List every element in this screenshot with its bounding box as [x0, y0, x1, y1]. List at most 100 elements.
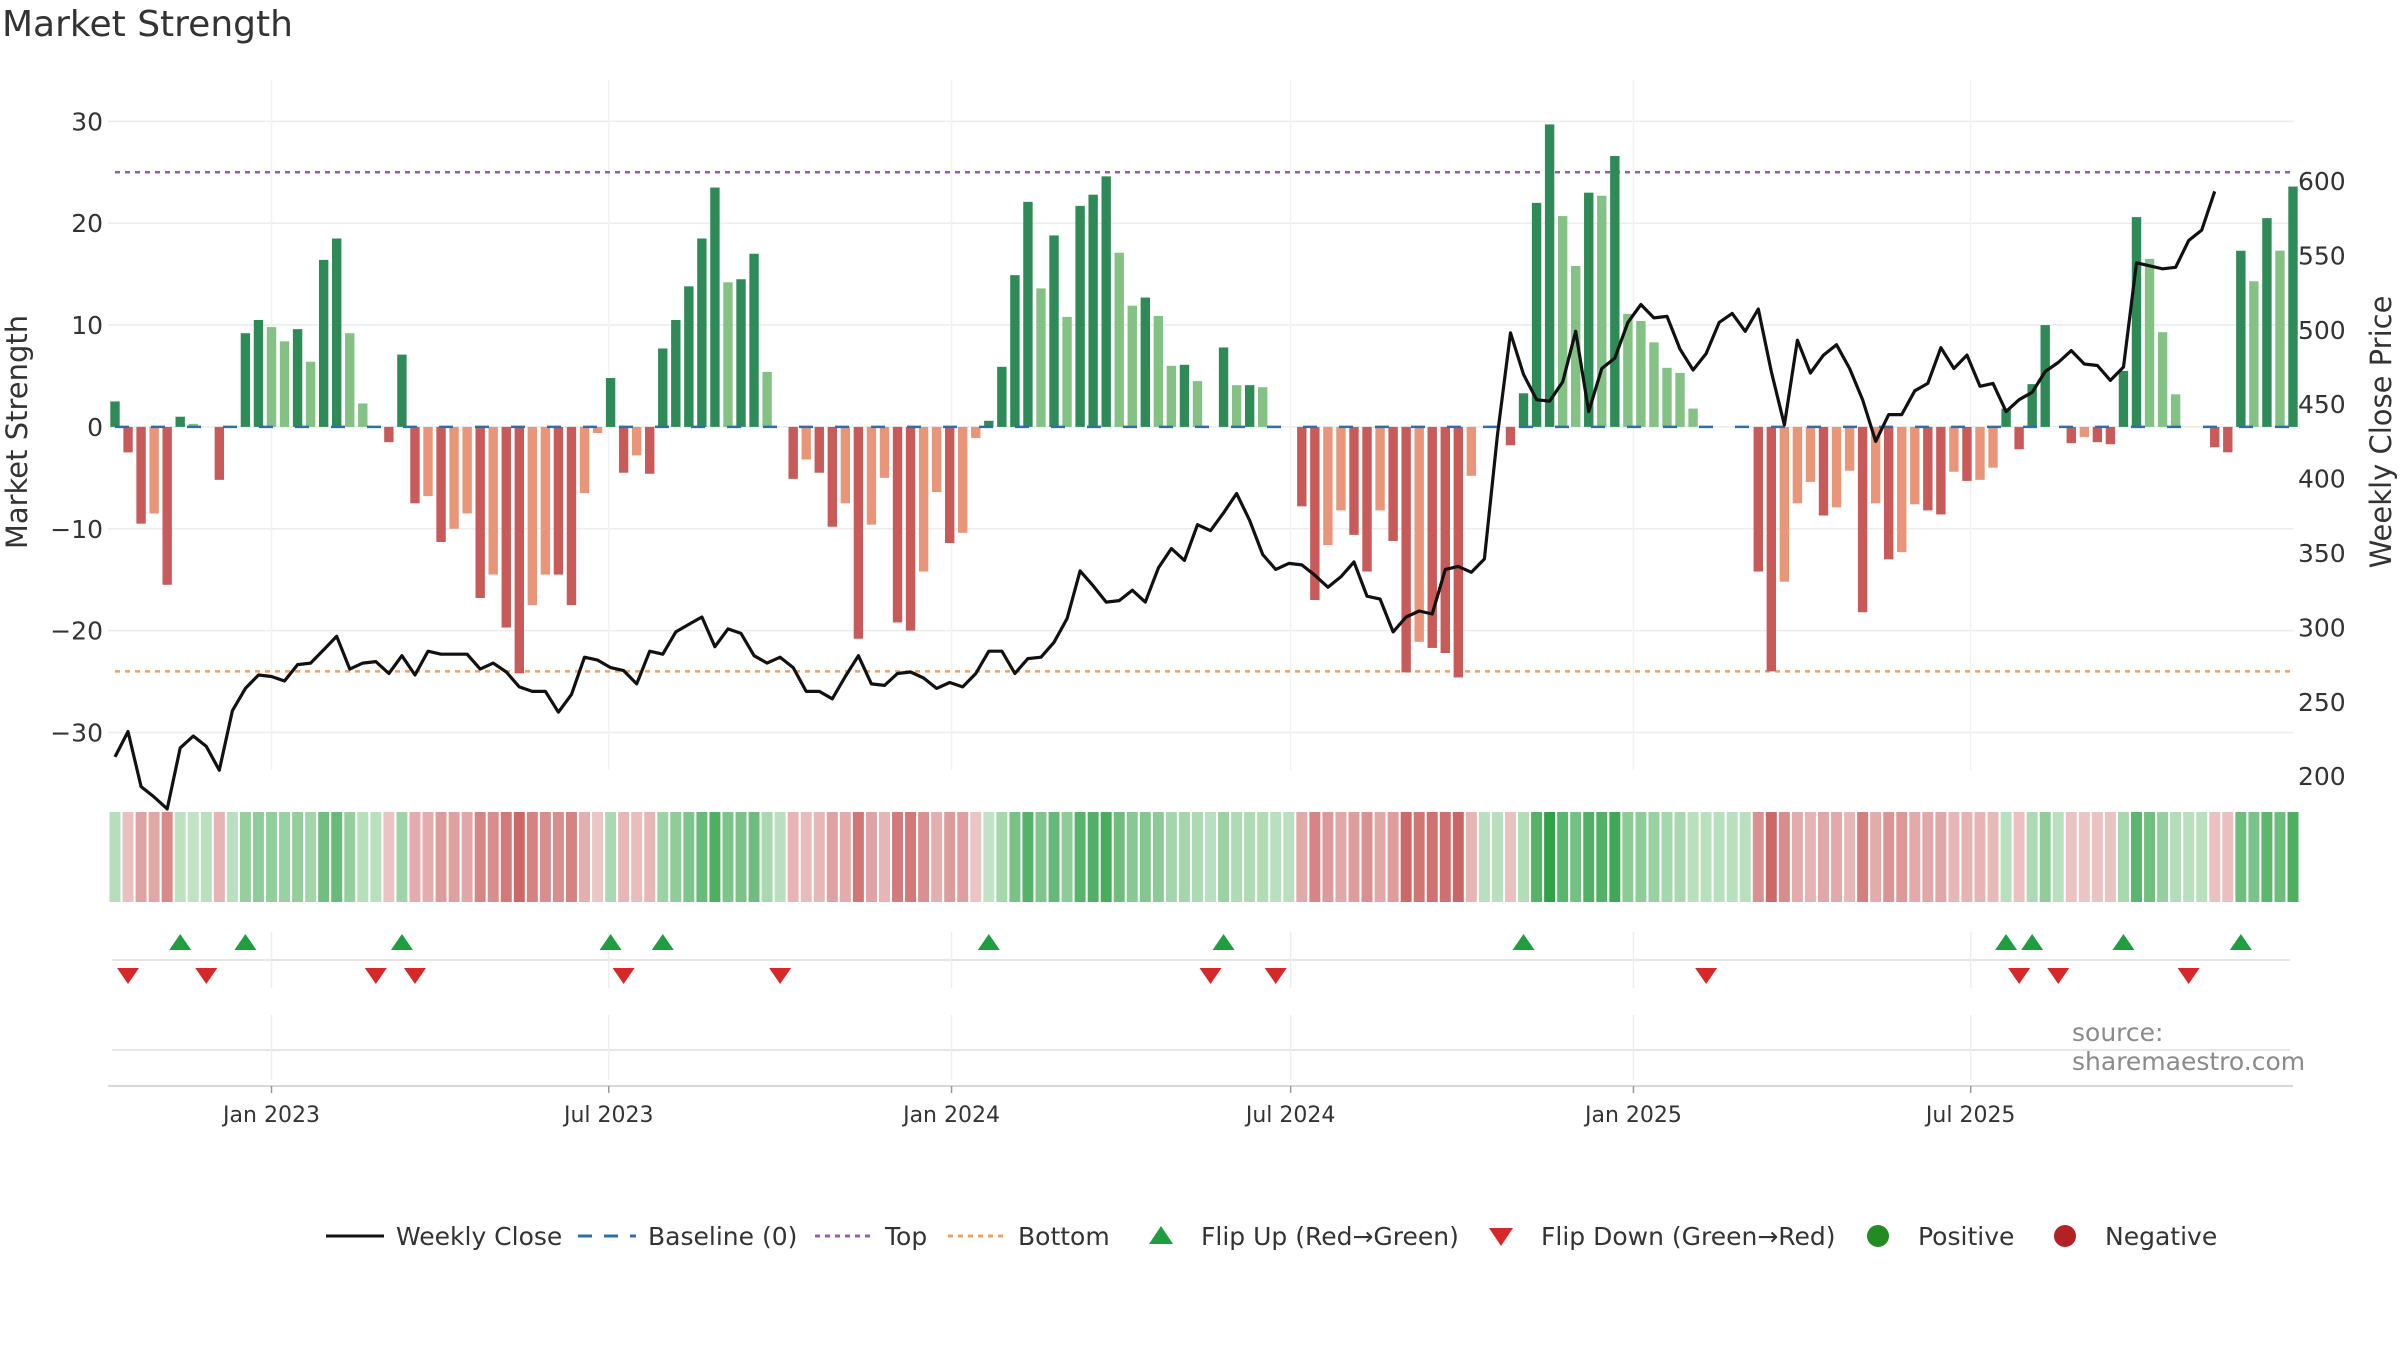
chart-title: Market Strength: [2, 4, 293, 45]
flip-up-marker: [169, 934, 192, 950]
strength-bar: [801, 426, 811, 460]
strength-bar: [2027, 384, 2037, 427]
heat-cell: [1557, 812, 1569, 902]
strength-bar: [2066, 426, 2076, 444]
heat-cell: [1635, 812, 1647, 902]
heat-cell: [1987, 812, 1999, 902]
heat-cell: [644, 812, 656, 902]
heat-cell: [670, 812, 682, 902]
heat-cell: [513, 812, 525, 902]
flip-up-marker: [1995, 934, 2018, 950]
strength-bar: [697, 238, 707, 427]
strength-bar: [305, 361, 316, 427]
strength-bar: [253, 319, 264, 427]
heat-cell: [839, 812, 851, 902]
heat-cell: [787, 812, 799, 902]
heat-cell: [1244, 812, 1256, 902]
strength-bar: [1414, 426, 1424, 642]
strength-bar: [1779, 426, 1790, 582]
heat-cell: [1505, 812, 1516, 902]
heat-cell: [1531, 812, 1543, 902]
grid-layer: [108, 80, 2293, 770]
strength-heat-strip: [109, 812, 2299, 902]
heat-cell: [2117, 812, 2129, 902]
heat-cell: [983, 812, 995, 902]
strength-bar: [358, 403, 368, 427]
y-tick-label: −20: [50, 617, 103, 646]
strength-bar: [1388, 426, 1398, 541]
strength-bar: [1949, 426, 1959, 472]
heat-cell: [1713, 812, 1725, 902]
heat-cell: [1322, 812, 1334, 902]
strength-bar: [1114, 252, 1124, 427]
heat-cell: [122, 812, 134, 902]
heat-cell: [135, 812, 147, 902]
strength-bar: [723, 282, 733, 427]
strength-bar: [1505, 426, 1516, 446]
legend-bottom-label: Bottom: [1018, 1222, 1110, 1251]
strength-bar: [1753, 426, 1763, 572]
strength-bar: [1310, 426, 1320, 601]
flip-down-marker: [2008, 968, 2031, 984]
strength-bar: [1884, 426, 1894, 560]
strength-bar: [1584, 192, 1594, 427]
strength-bar: [2079, 426, 2090, 438]
heat-cell: [878, 812, 890, 902]
legend-weekly-close-label: Weekly Close: [396, 1222, 562, 1251]
heat-cell: [957, 812, 969, 902]
y2-tick-label: 200: [2298, 762, 2346, 791]
strength-bar: [645, 426, 655, 474]
heat-cell: [2013, 812, 2025, 902]
strength-bar: [1088, 194, 1098, 427]
heat-cell: [1296, 812, 1308, 902]
y2-tick-label: 350: [2298, 539, 2346, 568]
strength-bar: [1988, 426, 1998, 468]
heat-cell: [1870, 812, 1882, 902]
heat-cell: [1609, 812, 1621, 902]
strength-bar: [1531, 202, 1542, 427]
flip-down-marker: [403, 968, 426, 984]
strength-bar: [1662, 367, 1672, 427]
strength-bar: [1623, 313, 1633, 427]
heat-cell: [461, 812, 473, 902]
y2-tick-label: 600: [2298, 167, 2346, 196]
heat-cell: [2157, 812, 2169, 902]
strength-bar: [2014, 426, 2024, 450]
heat-cell: [396, 812, 408, 902]
heat-cell: [774, 812, 786, 902]
strength-bar: [1962, 426, 1972, 481]
heat-cell: [2039, 812, 2051, 902]
heat-cell: [1857, 812, 1869, 902]
y-tick-label: 20: [71, 209, 103, 238]
strength-bar: [2223, 426, 2233, 453]
heat-cell: [109, 812, 121, 902]
legend-baseline-label: Baseline (0): [648, 1222, 797, 1251]
y-axis-title: Market Strength: [0, 315, 34, 549]
x-axis: Jan 2023 Jul 2023 Jan 2024 Jul 2024 Jan 2025…: [108, 1085, 2293, 1128]
strength-bar: [1036, 288, 1046, 427]
strength-bar: [501, 426, 511, 628]
legend: Weekly Close Baseline (0) Top Bottom Flip Up…: [326, 1222, 2217, 1251]
heat-cell: [735, 812, 747, 902]
heat-cell: [1583, 812, 1595, 902]
strength-bar: [188, 423, 198, 427]
strength-bar: [892, 426, 903, 623]
strength-bar: [1192, 381, 1203, 427]
legend-flip-down-label: Flip Down (Green→Red): [1541, 1222, 1836, 1251]
heat-cell: [2261, 812, 2273, 902]
strength-bar: [345, 333, 355, 427]
heat-cell: [1061, 812, 1073, 902]
heat-cell: [1048, 812, 1060, 902]
strength-bar: [1336, 426, 1346, 511]
strength-bar: [410, 426, 420, 504]
heat-cell: [1126, 812, 1138, 902]
strength-bar: [592, 426, 603, 434]
strength-bar: [579, 426, 590, 494]
heat-cell: [213, 812, 225, 902]
heat-cell: [1113, 812, 1125, 902]
heat-cell: [1948, 812, 1960, 902]
heat-cell: [1335, 812, 1347, 902]
heat-cell: [2091, 812, 2103, 902]
heat-cell: [852, 812, 864, 902]
heat-cell: [1165, 812, 1177, 902]
